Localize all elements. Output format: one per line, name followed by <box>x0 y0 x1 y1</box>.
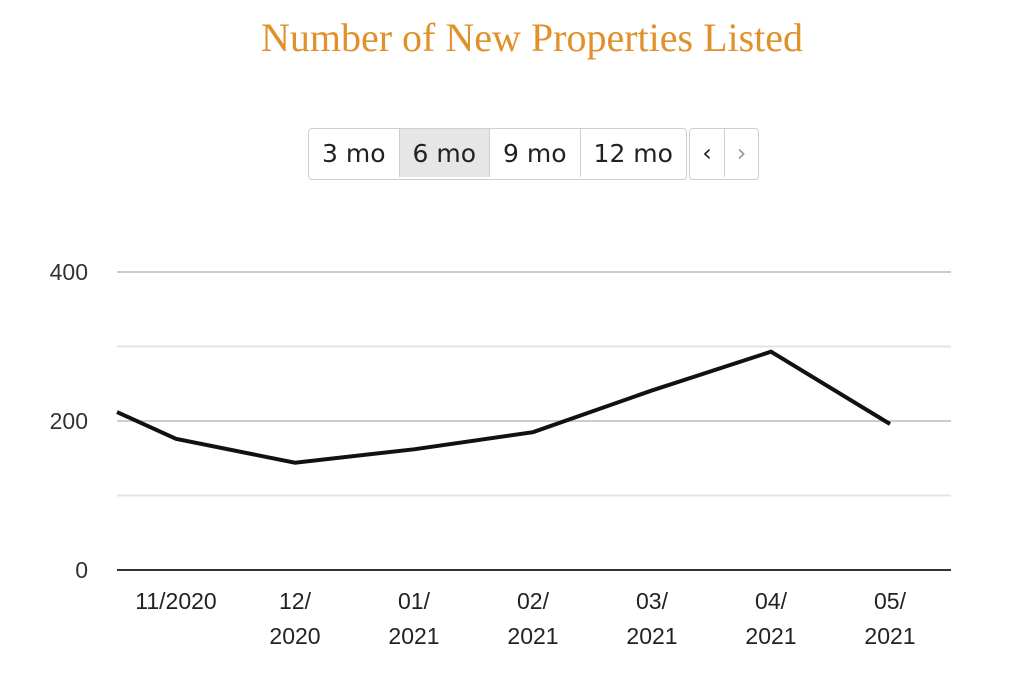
range-selector: 3 mo 6 mo 9 mo 12 mo <box>308 128 687 180</box>
y-axis-ticks: 0 200 400 <box>50 259 88 583</box>
range-6mo-button[interactable]: 6 mo <box>399 129 491 177</box>
period-nav: ‹ › <box>689 128 759 180</box>
next-period-button[interactable]: › <box>724 129 758 177</box>
y-tick-label: 400 <box>50 259 88 285</box>
x-tick-label: 11/2020 <box>135 588 216 614</box>
grid-lines <box>117 271 951 571</box>
y-tick-label: 0 <box>75 557 88 583</box>
range-9mo-button[interactable]: 9 mo <box>490 129 581 177</box>
range-3mo-button[interactable]: 3 mo <box>309 129 400 177</box>
x-axis-ticks: 11/2020 12/2020 01/2021 02/2021 03/2021 04/20… <box>135 588 915 649</box>
page-title: Number of New Properties Listed <box>260 15 804 60</box>
series-layer <box>116 349 892 465</box>
prev-period-button[interactable]: ‹ <box>702 139 712 167</box>
x-tick-label: 03/2021 <box>626 588 677 649</box>
x-tick-label: 02/2021 <box>507 588 558 649</box>
series-line <box>116 349 892 465</box>
x-tick-label: 12/2020 <box>269 588 320 649</box>
range-12mo-button[interactable]: 12 mo <box>593 138 673 168</box>
y-tick-label: 200 <box>50 408 88 434</box>
x-tick-label: 01/2021 <box>388 588 439 649</box>
x-tick-label: 04/2021 <box>745 588 796 649</box>
x-tick-label: 05/2021 <box>864 588 915 649</box>
